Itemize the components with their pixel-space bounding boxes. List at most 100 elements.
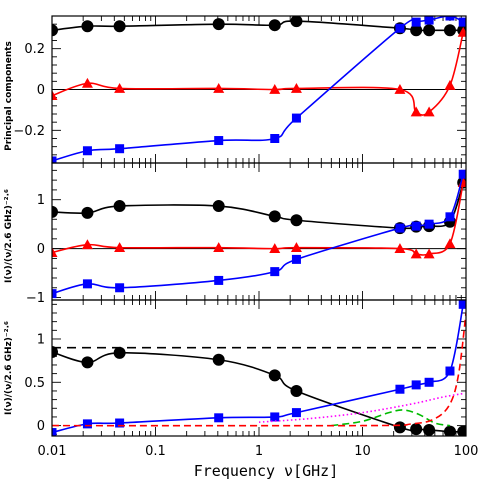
data-point-blue xyxy=(291,408,301,418)
x-tick-label: 1 xyxy=(255,444,263,459)
y-tick-label: 0.2 xyxy=(24,42,45,57)
x-tick-label: 10 xyxy=(354,444,371,459)
x-tick-label: 100 xyxy=(454,444,479,459)
data-point-blue xyxy=(458,300,466,309)
data-point-black xyxy=(52,205,58,218)
data-point-blue xyxy=(411,221,421,231)
data-point-blue xyxy=(270,134,280,143)
data-point-black xyxy=(443,24,456,37)
data-point-black xyxy=(81,20,94,33)
y-axis-label-middle: I(ν)/(ν/2.6 GHz)⁻²·⁶ xyxy=(4,189,14,283)
data-point-blue xyxy=(424,219,434,229)
data-point-red xyxy=(213,242,225,253)
data-point-blue xyxy=(424,377,434,387)
data-point-black xyxy=(290,384,303,397)
y-tick-label: 1 xyxy=(37,193,45,208)
data-point-red xyxy=(52,247,58,257)
data-point-blue xyxy=(214,275,224,285)
data-point-blue xyxy=(424,16,434,25)
data-point-black xyxy=(113,20,126,33)
series-group-top xyxy=(52,16,466,163)
data-point-blue xyxy=(458,17,466,27)
x-ticks-middle xyxy=(51,163,467,300)
data-point-blue xyxy=(445,366,455,376)
data-point-blue xyxy=(411,17,421,27)
data-point-red xyxy=(444,79,456,90)
data-point-black xyxy=(52,345,58,358)
series-group-middle xyxy=(52,169,466,299)
y-tick-label: 1 xyxy=(37,332,45,347)
data-point-black xyxy=(212,353,225,366)
data-point-red xyxy=(423,106,435,117)
y-tick-label: 0.5 xyxy=(24,376,45,391)
series-line-green xyxy=(331,409,451,427)
data-point-black xyxy=(268,19,281,32)
data-point-black xyxy=(268,210,281,223)
series-line-red xyxy=(52,182,465,256)
data-point-red xyxy=(81,239,93,250)
data-point-black xyxy=(212,200,225,213)
series-line-red xyxy=(52,32,464,116)
y-tick-label: −1 xyxy=(26,291,45,306)
data-point-blue xyxy=(82,279,92,289)
data-point-blue xyxy=(82,146,92,156)
data-point-red xyxy=(290,82,302,93)
data-point-black xyxy=(81,356,94,369)
y-axis-label-bottom: I(ν)/(ν/2.6 GHz)⁻²·⁶ xyxy=(4,321,14,415)
data-point-blue xyxy=(214,136,224,146)
data-point-black xyxy=(443,425,456,436)
panel-normalized-intensity: −1 0 1 xyxy=(26,162,467,306)
data-point-blue xyxy=(395,23,405,33)
data-point-blue xyxy=(458,169,466,179)
panel-component-fit: 0 0.5 1 0.01 0.1 1 10 100 xyxy=(24,299,479,459)
y-tick-label: 0 xyxy=(37,83,45,98)
y-tick-label: 0 xyxy=(37,419,45,434)
data-point-blue xyxy=(214,413,224,423)
axes-frame-bottom xyxy=(51,299,467,437)
data-point-black xyxy=(410,423,423,436)
x-ticks-top xyxy=(51,16,467,163)
data-point-red xyxy=(269,84,281,94)
x-axis-label: Frequency ν[GHz] xyxy=(194,462,339,480)
y-ticks-middle xyxy=(52,169,466,298)
data-point-blue xyxy=(395,223,405,233)
data-point-black xyxy=(423,24,436,37)
series-line-red xyxy=(52,312,466,427)
y-axis-label-top: Principal components xyxy=(4,41,14,151)
data-point-black xyxy=(212,18,225,31)
data-point-red xyxy=(410,248,422,259)
data-point-blue xyxy=(115,283,125,293)
data-point-blue xyxy=(52,156,57,163)
data-point-red xyxy=(114,242,126,253)
data-point-blue xyxy=(115,144,125,154)
data-point-blue xyxy=(82,419,92,429)
y-tick-label: 0 xyxy=(37,242,45,257)
data-point-red xyxy=(444,238,456,249)
panel-principal-components: −0.2 0 0.2 xyxy=(13,15,467,164)
y-tick-label: −0.2 xyxy=(13,124,45,139)
data-point-red xyxy=(81,77,93,88)
data-point-blue xyxy=(270,412,280,422)
x-ticks-bottom xyxy=(51,300,467,436)
data-point-black xyxy=(113,346,126,359)
data-point-red xyxy=(423,248,435,259)
data-point-red xyxy=(213,82,225,93)
data-point-black xyxy=(457,425,466,436)
data-point-black xyxy=(81,206,94,219)
data-point-black xyxy=(52,24,58,37)
data-point-blue xyxy=(395,384,405,394)
data-point-blue xyxy=(52,428,57,436)
data-point-blue xyxy=(52,289,57,299)
x-tick-label: 0.1 xyxy=(145,444,166,459)
data-point-black xyxy=(393,421,406,434)
data-point-red xyxy=(290,242,302,253)
data-point-black xyxy=(290,214,303,227)
data-point-red xyxy=(269,243,281,254)
data-point-blue xyxy=(445,212,455,222)
data-point-red xyxy=(394,84,406,94)
series-line-magenta xyxy=(258,392,464,423)
data-point-red xyxy=(410,106,422,117)
series-group-bottom xyxy=(52,300,466,436)
data-point-blue xyxy=(270,267,280,277)
